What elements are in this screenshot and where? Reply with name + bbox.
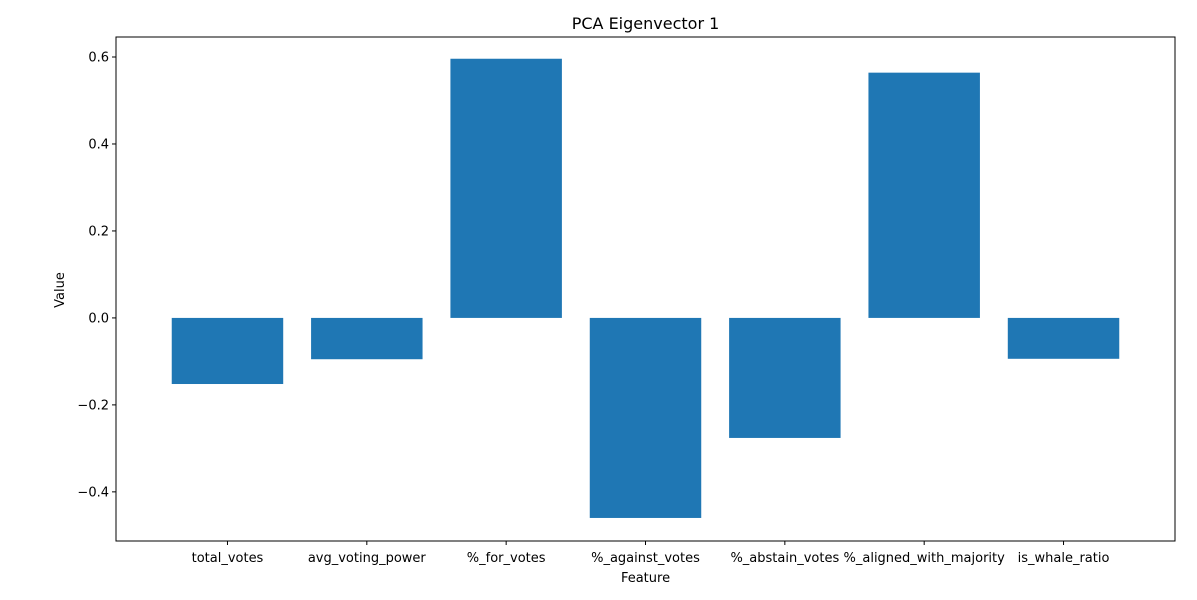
y-tick-label: 0.4 [88, 137, 109, 152]
x-tick-label: %_against_votes [591, 551, 700, 566]
bars-layer [171, 58, 1120, 518]
y-tick-label: 0.2 [88, 224, 109, 239]
x-tick-label: %_for_votes [467, 551, 546, 566]
y-tick-label: 0.6 [88, 51, 109, 66]
x-tick-label: is_whale_ratio [1018, 551, 1110, 566]
bar-aligned-with-majority [868, 72, 980, 318]
x-axis: total_votes avg_voting_power %_for_votes %_… [192, 541, 1110, 566]
bar-against-votes [589, 317, 702, 518]
bar-avg-voting-power [311, 317, 423, 360]
y-tick-label: −0.2 [77, 398, 109, 413]
bar-total-votes [171, 317, 284, 385]
bar-abstain-votes [729, 317, 841, 438]
bar-for-votes [450, 58, 562, 318]
x-axis-label: Feature [621, 571, 670, 586]
bar-is-whale-ratio [1007, 317, 1120, 359]
y-axis: −0.4 −0.2 0.0 0.2 0.4 0.6 [77, 51, 116, 500]
y-axis-label: Value [53, 272, 68, 308]
x-tick-label: avg_voting_power [308, 551, 427, 566]
y-tick-label: 0.0 [88, 311, 109, 326]
x-tick-label: %_aligned_with_majority [844, 551, 1006, 566]
x-tick-label: %_abstain_votes [730, 551, 839, 566]
y-tick-label: −0.4 [77, 485, 109, 500]
x-tick-label: total_votes [192, 551, 264, 566]
chart-title: PCA Eigenvector 1 [572, 14, 720, 33]
